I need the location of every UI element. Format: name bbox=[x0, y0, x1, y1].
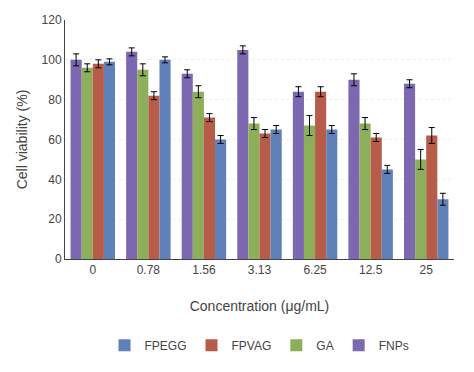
svg-text:Cell viability (%): Cell viability (%) bbox=[14, 90, 30, 190]
svg-text:80: 80 bbox=[48, 93, 62, 107]
svg-text:FNPs: FNPs bbox=[379, 339, 409, 353]
svg-text:0: 0 bbox=[89, 263, 96, 277]
svg-text:Concentration (μg/mL): Concentration (μg/mL) bbox=[190, 298, 330, 314]
svg-text:120: 120 bbox=[42, 13, 62, 27]
svg-text:FPVAG: FPVAG bbox=[232, 339, 272, 353]
svg-text:100: 100 bbox=[42, 53, 62, 67]
svg-text:12.5: 12.5 bbox=[359, 263, 383, 277]
svg-text:3.13: 3.13 bbox=[248, 263, 272, 277]
svg-text:GA: GA bbox=[316, 339, 333, 353]
svg-text:1.56: 1.56 bbox=[192, 263, 216, 277]
svg-text:0.78: 0.78 bbox=[137, 263, 161, 277]
svg-text:40: 40 bbox=[48, 173, 62, 187]
svg-text:6.25: 6.25 bbox=[303, 263, 327, 277]
svg-text:0: 0 bbox=[55, 252, 62, 266]
svg-text:20: 20 bbox=[48, 212, 62, 226]
svg-text:25: 25 bbox=[420, 263, 434, 277]
svg-text:60: 60 bbox=[48, 133, 62, 147]
svg-text:FPEGG: FPEGG bbox=[145, 339, 187, 353]
